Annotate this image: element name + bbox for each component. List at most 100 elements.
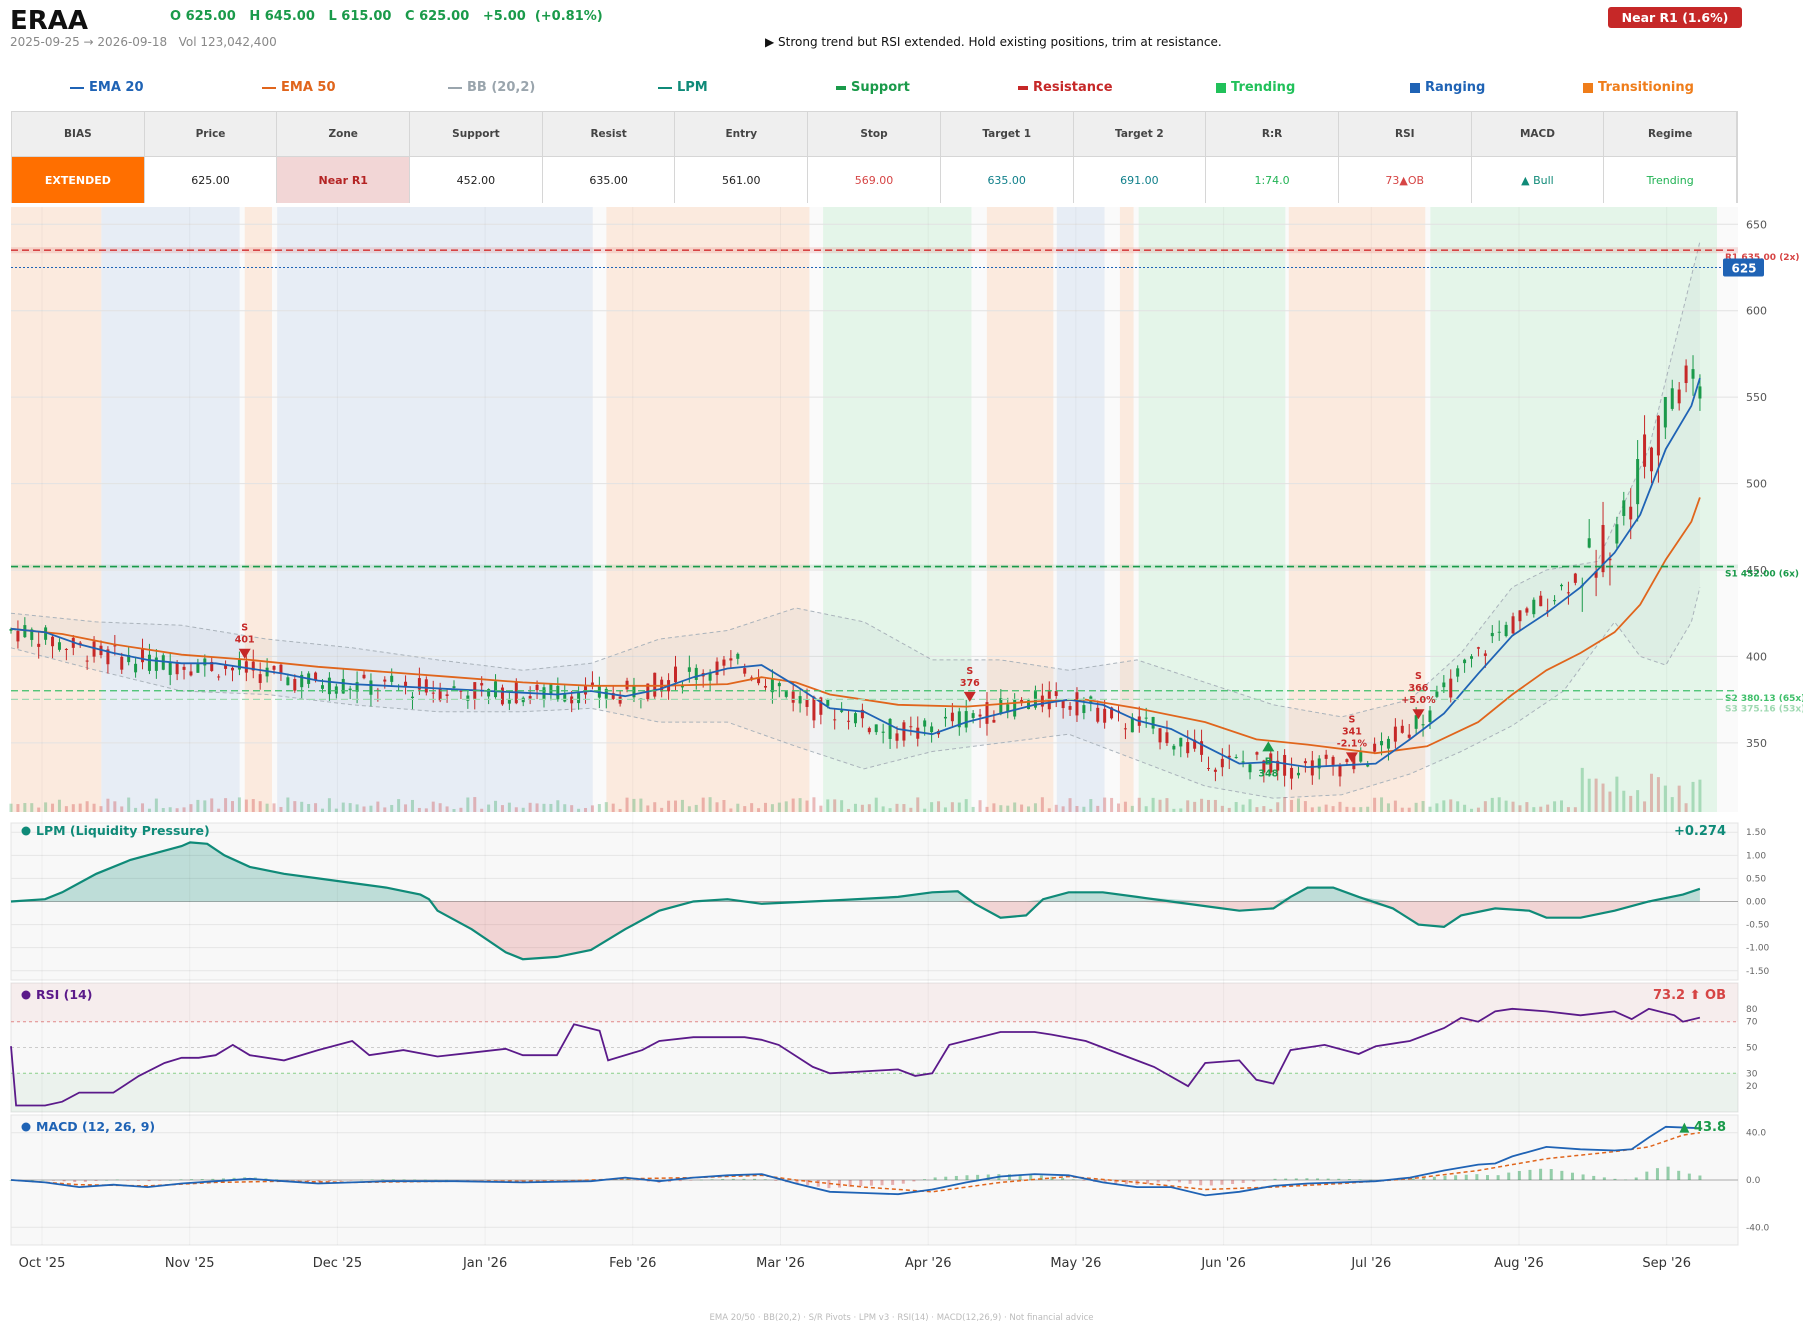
rsi-overbought-zone [11, 983, 1738, 1022]
volume-bar [217, 808, 221, 812]
legend-label: EMA 50 [281, 80, 336, 95]
macd-histogram-bar [1029, 1174, 1033, 1180]
candle-body [134, 663, 138, 673]
macd-histogram-bar [94, 1180, 98, 1181]
sell-signal-arrow-icon [1345, 752, 1358, 763]
candle-body [1359, 750, 1363, 762]
candle-body [300, 674, 304, 688]
macd-histogram-bar [445, 1179, 449, 1181]
candle-body [466, 695, 470, 701]
candle-body [1366, 764, 1370, 767]
candle-body [348, 688, 352, 691]
macd-histogram-bar [328, 1180, 332, 1182]
macd-histogram-bar [1475, 1174, 1479, 1180]
ticker-symbol: ERAA [10, 6, 89, 36]
legend-swatch-icon [70, 86, 84, 89]
current-price-label: 625 [1731, 262, 1756, 276]
volume-bar [1027, 806, 1031, 812]
volume-bar [1373, 797, 1377, 812]
volume-bar [445, 806, 449, 812]
candle-body [971, 713, 975, 718]
volume-bar [327, 798, 331, 812]
volume-bar [1296, 798, 1300, 812]
macd-histogram-bar [1273, 1178, 1277, 1180]
candle-body [1601, 524, 1605, 573]
volume-bar [51, 803, 55, 812]
macd-histogram-bar [1422, 1177, 1426, 1180]
lpm-tick-label: -1.50 [1746, 967, 1770, 977]
volume-bar [1248, 799, 1252, 812]
macd-histogram-bar [190, 1179, 194, 1180]
candle-body [1068, 706, 1072, 710]
macd-histogram-bar [636, 1180, 640, 1181]
macd-histogram-bar [1326, 1178, 1330, 1180]
legend-item-bb-20-2: BB (20,2) [448, 80, 535, 95]
candle-body [943, 716, 947, 719]
volume-bar [106, 798, 110, 812]
candle-body [528, 696, 532, 699]
volume-bar [404, 804, 408, 812]
macd-histogram-bar [901, 1180, 905, 1184]
volume-bar [175, 808, 179, 812]
volume-bar [1193, 801, 1197, 812]
candle-body [1393, 726, 1397, 742]
sell-signal-arrow-icon [238, 648, 251, 659]
volume-bar [1428, 806, 1432, 812]
candle-body [445, 694, 449, 696]
candle-body [722, 659, 726, 666]
volume-bar [1165, 798, 1169, 812]
legend-swatch-icon [658, 86, 672, 89]
candle-body [341, 678, 345, 694]
volume-bar [957, 802, 961, 812]
macd-histogram-bar [466, 1180, 470, 1181]
volume-bar [57, 799, 61, 812]
volume-bar [853, 803, 857, 812]
volume-bar [300, 801, 304, 812]
candle-body [1539, 595, 1543, 607]
macd-histogram-bar [795, 1180, 799, 1184]
volume-bar [1040, 797, 1044, 812]
macd-histogram-bar [944, 1176, 948, 1180]
candle-body [1352, 755, 1356, 770]
volume-bar [584, 807, 588, 812]
candle-body [1622, 500, 1626, 516]
buy-signal-label: B [1265, 756, 1272, 767]
candle-body [1130, 717, 1134, 733]
candle-body [570, 696, 574, 704]
volume-bar [1518, 805, 1522, 812]
macd-histogram-bar [1114, 1180, 1118, 1184]
macd-histogram-bar [731, 1178, 735, 1180]
candle-body [113, 645, 117, 647]
macd-histogram-bar [1602, 1177, 1606, 1180]
candle-body [189, 671, 193, 676]
candle-body [459, 690, 463, 692]
volume-bar [743, 806, 747, 812]
macd-histogram-bar [986, 1174, 990, 1180]
volume-bar [1463, 804, 1467, 812]
legend-label: Resistance [1033, 80, 1113, 95]
macd-histogram-bar [51, 1180, 55, 1181]
volume-bar [528, 802, 532, 812]
volume-bar [1587, 778, 1591, 812]
macd-histogram-bar [1496, 1175, 1500, 1180]
table-value-cell: 569.00 [808, 157, 941, 203]
macd-histogram-bar [434, 1179, 438, 1181]
volume-bar [473, 797, 477, 812]
volume-bar [1213, 799, 1217, 812]
macd-histogram-bar [678, 1180, 682, 1182]
macd-title: MACD (12, 26, 9) [36, 1119, 155, 1134]
candle-body [1172, 745, 1176, 750]
candle-body [487, 689, 491, 697]
legend-item-ranging: Ranging [1410, 80, 1485, 95]
volume-bar [1103, 797, 1107, 812]
volume-bar [1234, 802, 1238, 812]
macd-histogram-bar [1570, 1172, 1574, 1180]
volume-bar [1324, 804, 1328, 812]
sell-signal-label: +5.0% [1401, 695, 1436, 706]
rsi-panel-bg [10, 982, 1739, 1113]
candle-body [798, 696, 802, 704]
volume-bar [64, 806, 68, 812]
volume-bar [1006, 805, 1010, 812]
volume-bar [279, 806, 283, 812]
x-tick-label: Dec '25 [313, 1256, 362, 1271]
